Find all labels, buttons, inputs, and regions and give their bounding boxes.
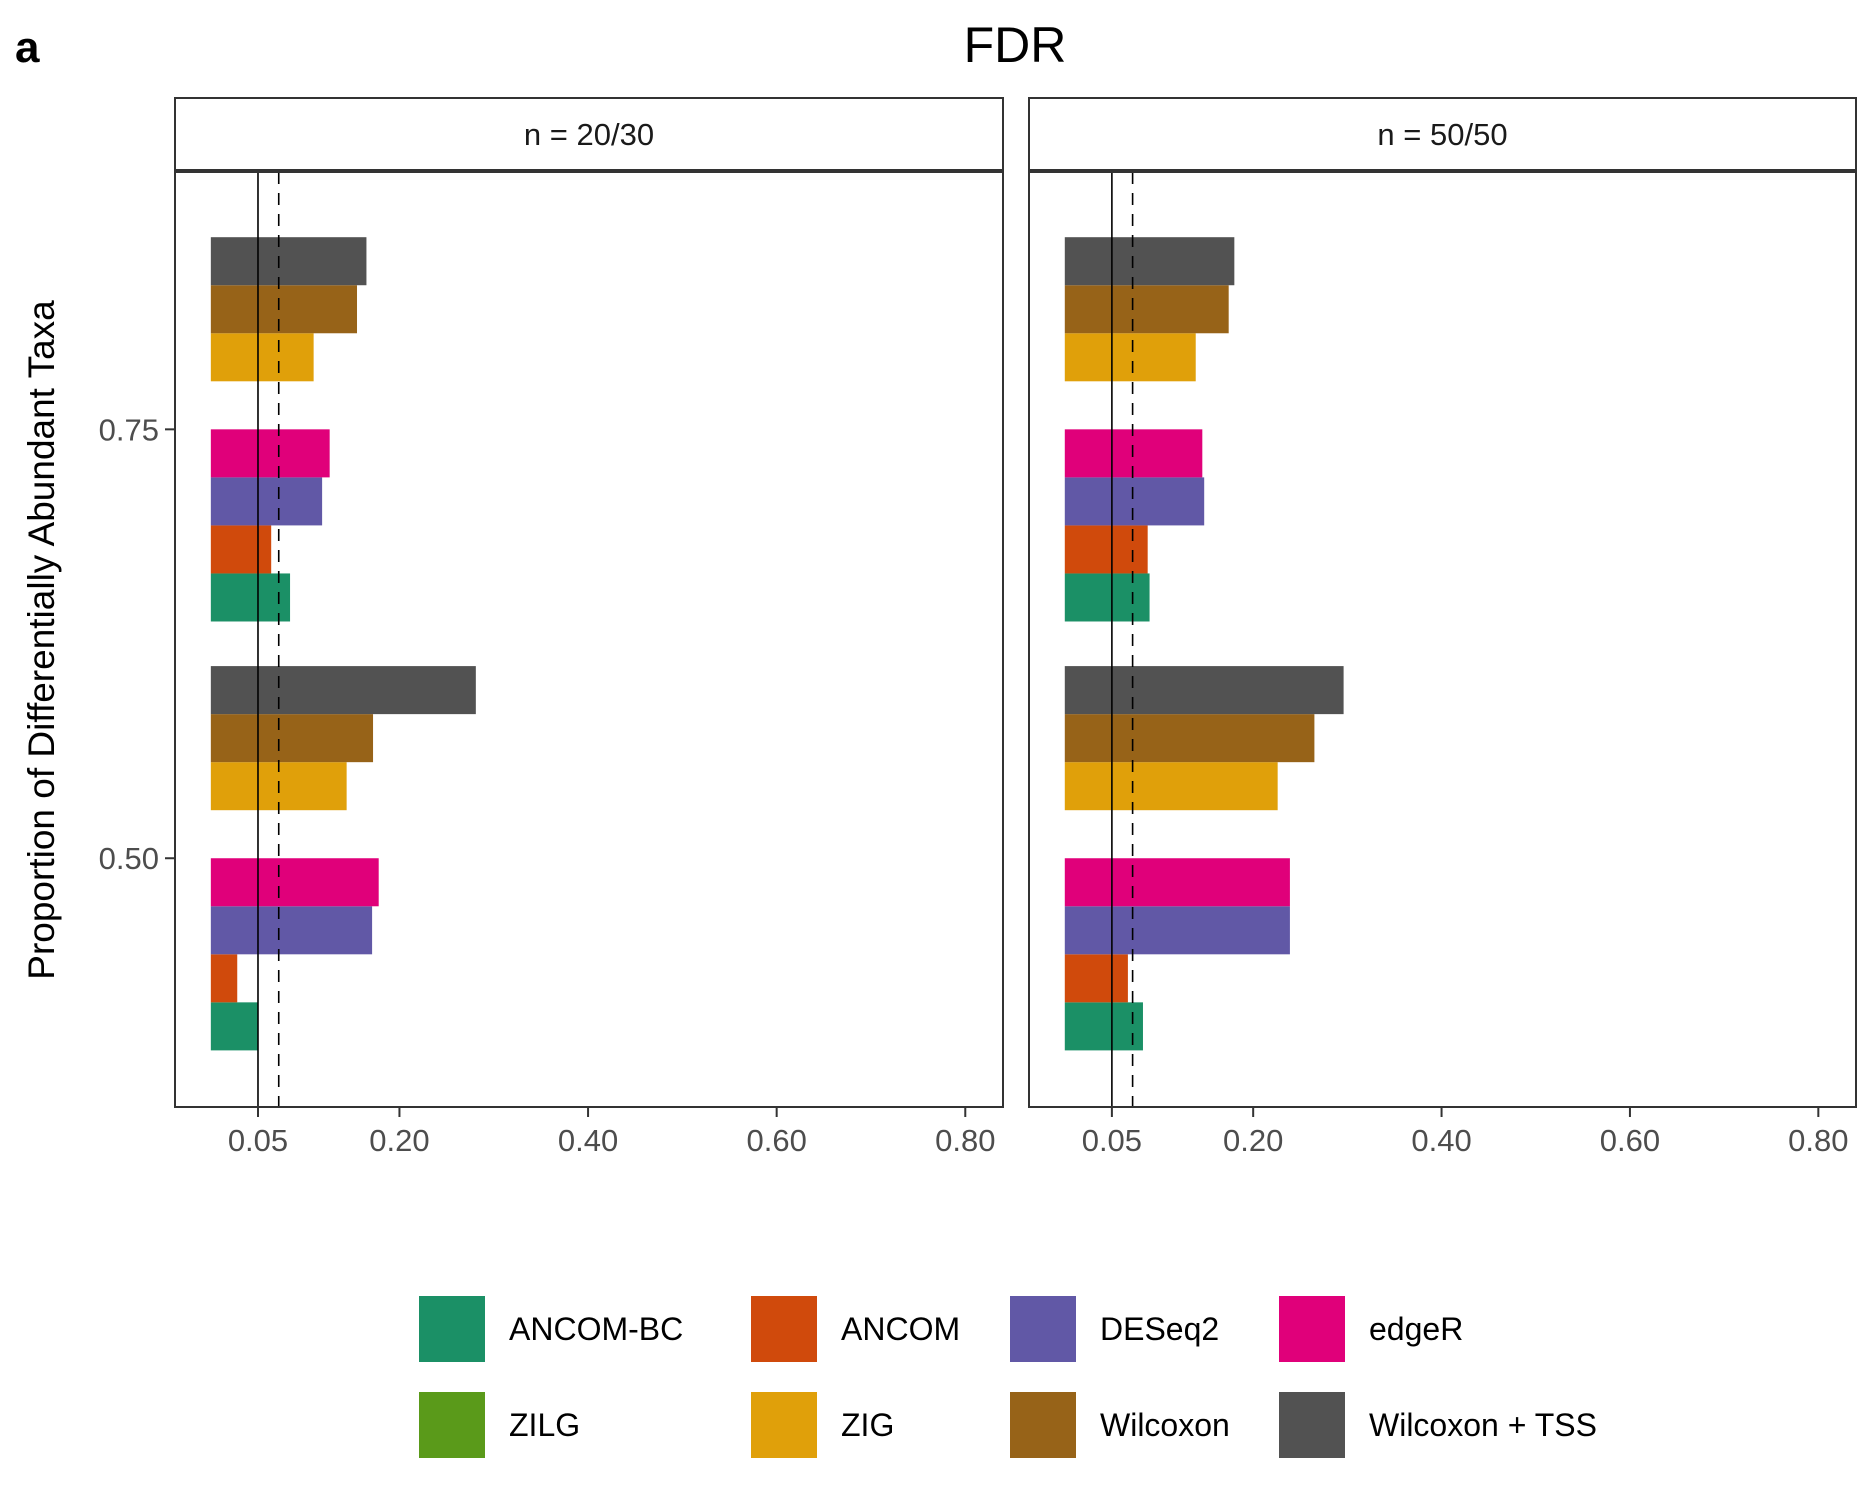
bar-n-50-50-075-edger [1064, 429, 1203, 478]
bar-n-20-30-050-edger [210, 858, 379, 907]
facet-1-x-tick-label: 0.80 [935, 1123, 995, 1158]
bar-n-50-50-050-ancom-bc [1064, 1002, 1143, 1051]
bar-n-20-30-075-wilcoxon-plus-tss [210, 237, 367, 286]
bar-n-20-30-050-deseq2 [210, 906, 373, 955]
facet-2-x-tick-label: 0.05 [1082, 1123, 1142, 1158]
legend-key-ancom [751, 1296, 817, 1362]
legend-label-zig: ZIG [841, 1407, 894, 1443]
facet-1-x-tick-label: 0.40 [558, 1123, 618, 1158]
legend-key-zilg [419, 1392, 485, 1458]
legend-label-zilg: ZILG [509, 1407, 580, 1443]
facet-1-x-tick-label: 0.20 [369, 1123, 429, 1158]
legend-item-ancom: ANCOM [751, 1296, 960, 1362]
bar-n-20-30-075-deseq2 [210, 477, 323, 526]
bar-n-20-30-050-wilcoxon-plus-tss [210, 666, 476, 715]
facet-2-x-tick-label: 0.20 [1223, 1123, 1283, 1158]
facet-2-x-tick-label: 0.60 [1600, 1123, 1660, 1158]
legend-label-edger: edgeR [1369, 1311, 1463, 1347]
y-axis-label: Proportion of Differentially Abundant Ta… [21, 300, 62, 980]
facet-1-x-tick-label: 0.05 [228, 1123, 288, 1158]
facet-2: n = 50/50 0.05 0.20 0.40 0.60 0.80 [1028, 97, 1857, 1158]
bar-n-50-50-075-wilcoxon-plus-tss [1064, 237, 1235, 286]
bar-n-50-50-050-wilcoxon-plus-tss [1064, 666, 1344, 715]
legend-key-ancom-bc [419, 1296, 485, 1362]
bar-n-50-50-050-edger [1064, 858, 1290, 907]
legend-item-edger: edgeR [1279, 1296, 1463, 1362]
bar-n-50-50-075-ancom [1064, 525, 1148, 574]
bar-n-20-30-075-ancom [210, 525, 272, 574]
bar-n-20-30-050-ancom [210, 954, 238, 1003]
facet-2-strip-label: n = 50/50 [1377, 117, 1507, 152]
facet-1-x-tick-label: 0.60 [746, 1123, 806, 1158]
bar-n-50-50-075-zig [1064, 333, 1196, 382]
legend-label-ancom: ANCOM [841, 1311, 960, 1347]
facet-2-x-tick-label: 0.80 [1788, 1123, 1848, 1158]
legend-key-wilcoxon [1010, 1392, 1076, 1458]
legend-key-wilcoxon-plus-tss [1279, 1392, 1345, 1458]
legend-label-wilcoxon-plus-tss: Wilcoxon + TSS [1369, 1407, 1597, 1443]
bar-n-20-30-050-wilcoxon [210, 714, 374, 763]
facet-2-strip [1028, 97, 1857, 171]
bar-n-20-30-075-ancom-bc [210, 573, 291, 622]
facet-1-strip-label: n = 20/30 [524, 117, 654, 152]
bar-n-50-50-075-wilcoxon [1064, 285, 1229, 334]
y-tick-label: 0.75 [99, 412, 159, 447]
legend-item-deseq2: DESeq2 [1010, 1296, 1219, 1362]
y-tick-label: 0.50 [99, 841, 159, 876]
legend: ANCOM-BC ANCOM DESeq2 edgeR ZILG ZIG Wilcoxon W… [419, 1296, 1597, 1458]
legend-label-wilcoxon: Wilcoxon [1100, 1407, 1230, 1443]
bar-n-50-50-050-ancom [1064, 954, 1128, 1003]
facet-1-strip [174, 97, 1004, 171]
bar-n-20-30-075-edger [210, 429, 330, 478]
legend-key-zig [751, 1392, 817, 1458]
bar-n-50-50-075-deseq2 [1064, 477, 1205, 526]
legend-label-ancom-bc: ANCOM-BC [509, 1311, 683, 1347]
bar-n-50-50-050-wilcoxon [1064, 714, 1315, 763]
legend-key-edger [1279, 1296, 1345, 1362]
bar-n-20-30-050-ancom-bc [210, 1002, 258, 1051]
legend-item-wilcoxon: Wilcoxon [1010, 1392, 1230, 1458]
facet-1: n = 20/30 0.05 0.20 0.40 0.60 0.80 0.50 0.75 [99, 97, 1004, 1158]
bar-n-50-50-050-zig [1064, 762, 1278, 811]
facets-layer: n = 20/300.05 0.20 0.40 0.60 0.800.500.75n =… [99, 97, 1857, 1158]
chart-title: FDR [964, 17, 1067, 73]
bar-n-20-30-075-zig [210, 333, 314, 382]
panel-tag: a [15, 23, 40, 72]
legend-key-deseq2 [1010, 1296, 1076, 1362]
facet-2-x-tick-label: 0.40 [1411, 1123, 1471, 1158]
legend-item-wilcoxon-plus-tss: Wilcoxon + TSS [1279, 1392, 1597, 1458]
bar-n-50-50-075-ancom-bc [1064, 573, 1150, 622]
legend-item-ancom-bc: ANCOM-BC [419, 1296, 683, 1362]
bar-n-50-50-050-deseq2 [1064, 906, 1290, 955]
bar-n-20-30-075-wilcoxon [210, 285, 358, 334]
legend-label-deseq2: DESeq2 [1100, 1311, 1219, 1347]
legend-item-zilg: ZILG [419, 1392, 580, 1458]
legend-item-zig: ZIG [751, 1392, 894, 1458]
